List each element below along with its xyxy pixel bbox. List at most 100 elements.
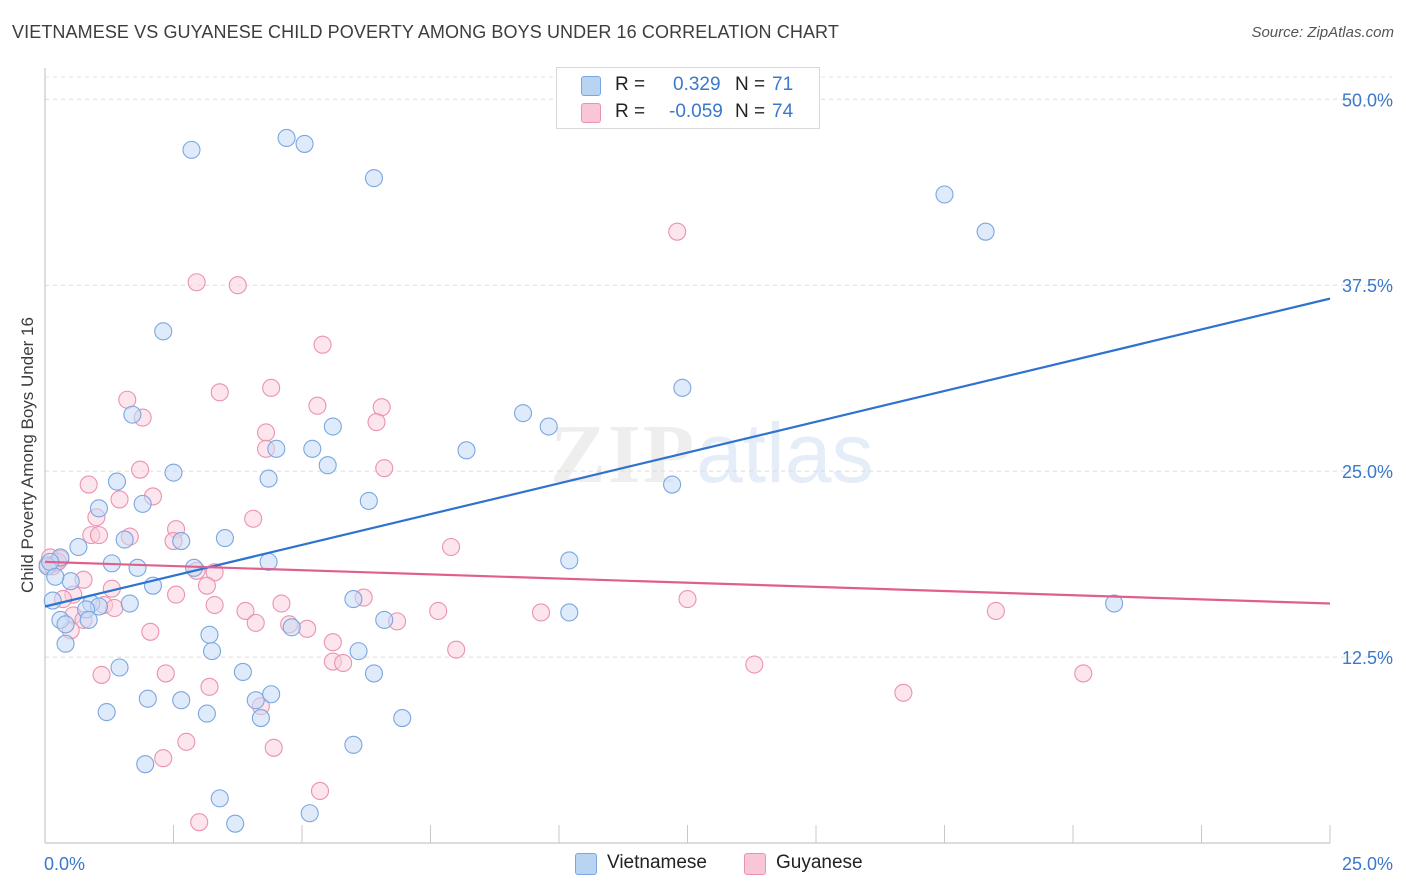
data-point-vietnamese (115, 530, 134, 549)
data-point-vietnamese (56, 634, 75, 653)
data-point-vietnamese (364, 664, 384, 683)
legend-swatch-guyanese (581, 103, 601, 123)
data-point-guyanese (246, 613, 265, 632)
data-point-guyanese (197, 576, 216, 595)
legend-r-label: R = (615, 101, 646, 122)
data-point-guyanese (262, 378, 281, 397)
data-point-guyanese (89, 526, 109, 545)
legend-swatch-vietnamese (581, 76, 601, 96)
data-point-vietnamese (164, 463, 183, 482)
data-point-vietnamese (107, 472, 127, 491)
data-point-vietnamese (259, 552, 278, 571)
bottom-legend-label: Guyanese (776, 852, 863, 873)
data-point-guyanese (310, 781, 330, 800)
data-point-vietnamese (226, 814, 245, 833)
data-point-vietnamese (215, 529, 234, 548)
data-point-guyanese (236, 601, 255, 621)
data-point-guyanese (429, 601, 448, 621)
data-point-vietnamese (233, 662, 252, 682)
data-point-vietnamese (976, 222, 995, 241)
data-point-guyanese (244, 509, 263, 528)
data-point-guyanese (105, 598, 124, 618)
y-tick-label: 50.0% (1342, 90, 1393, 110)
data-point-vietnamese (318, 456, 337, 475)
data-point-guyanese (190, 813, 209, 832)
data-point-vietnamese (120, 594, 139, 613)
data-point-vietnamese (46, 567, 65, 586)
data-point-guyanese (154, 749, 173, 768)
data-point-guyanese (131, 460, 150, 479)
data-point-vietnamese (663, 475, 682, 494)
data-point-vietnamese (110, 658, 129, 677)
source-label: Source: ZipAtlas.com (1251, 24, 1394, 41)
legend-n-value: 71 (772, 74, 794, 95)
chart-title: VIETNAMESE VS GUYANESE CHILD POVERTY AMO… (12, 22, 839, 42)
data-point-vietnamese (182, 140, 201, 159)
data-point-vietnamese (323, 417, 342, 436)
data-point-vietnamese (349, 642, 368, 661)
data-point-vietnamese (251, 709, 270, 728)
data-point-vietnamese (1105, 594, 1124, 613)
data-point-guyanese (531, 603, 551, 622)
data-point-vietnamese (513, 404, 533, 423)
data-point-vietnamese (197, 704, 216, 723)
data-point-guyanese (177, 732, 196, 751)
data-point-guyanese (264, 738, 283, 757)
data-point-vietnamese (200, 625, 219, 644)
data-point-guyanese (334, 653, 353, 673)
data-point-guyanese (210, 383, 229, 402)
legend-n-label: N = (735, 74, 766, 95)
data-point-vietnamese (172, 691, 191, 710)
data-point-guyanese (1074, 664, 1093, 683)
data-point-vietnamese (138, 689, 157, 708)
data-point-guyanese (272, 594, 291, 613)
data-point-guyanese (375, 459, 394, 478)
legend-r-label: R = (615, 74, 646, 95)
legend-r-value: 0.329 (673, 74, 721, 95)
bottom-legend-label: Vietnamese (607, 852, 707, 873)
x-tick-label: 25.0% (1342, 854, 1393, 874)
data-point-vietnamese (246, 691, 265, 710)
data-point-guyanese (442, 537, 461, 557)
data-point-vietnamese (457, 441, 476, 460)
data-point-vietnamese (79, 610, 98, 629)
data-point-vietnamese (364, 169, 384, 188)
data-point-guyanese (894, 683, 913, 702)
data-point-guyanese (678, 590, 697, 609)
data-point-vietnamese (259, 469, 278, 488)
data-point-vietnamese (359, 491, 378, 510)
data-point-guyanese (167, 585, 186, 604)
data-point-vietnamese (97, 703, 116, 722)
data-point-guyanese (187, 273, 206, 292)
data-point-guyanese (110, 490, 129, 509)
y-tick-label: 25.0% (1342, 462, 1393, 482)
correlation-legend: R = 0.329 N = 71 R = -0.059 N = 74 (556, 67, 820, 129)
data-point-guyanese (447, 640, 466, 659)
bottom-legend-swatch-vietnamese (575, 853, 597, 875)
data-point-vietnamese (128, 558, 147, 577)
data-point-guyanese (79, 475, 98, 494)
data-point-guyanese (308, 396, 327, 415)
data-point-vietnamese (295, 134, 314, 153)
data-point-vietnamese (282, 618, 301, 637)
data-point-vietnamese (560, 603, 579, 622)
data-point-vietnamese (393, 709, 412, 728)
data-point-vietnamese (61, 572, 80, 591)
data-point-guyanese (298, 619, 317, 638)
data-point-vietnamese (123, 405, 142, 424)
data-point-vietnamese (56, 615, 75, 634)
data-point-guyanese (200, 677, 219, 696)
data-point-vietnamese (154, 322, 173, 341)
bottom-legend-swatch-guyanese (744, 853, 766, 875)
y-tick-label: 12.5% (1342, 648, 1393, 668)
data-point-vietnamese (344, 735, 363, 754)
data-point-vietnamese (539, 417, 558, 436)
data-point-guyanese (986, 601, 1005, 621)
data-point-vietnamese (210, 789, 229, 808)
legend-r-value: -0.059 (669, 101, 723, 122)
data-point-vietnamese (172, 532, 191, 551)
data-point-guyanese (313, 335, 332, 354)
data-point-vietnamese (136, 755, 155, 774)
data-point-vietnamese (203, 642, 222, 661)
